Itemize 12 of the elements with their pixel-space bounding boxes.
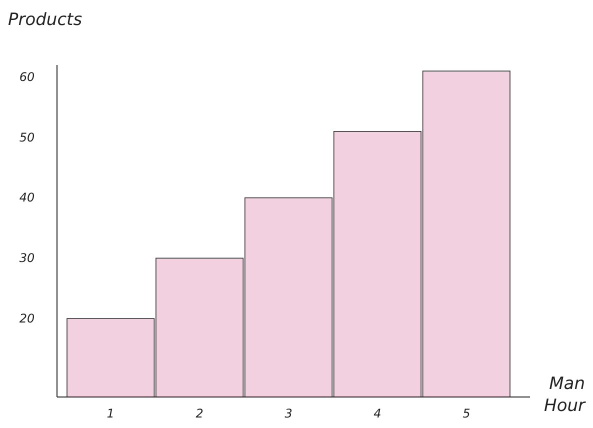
x-tick-label: 4 xyxy=(374,406,382,421)
y-tick-label: 60 xyxy=(19,70,35,84)
y-tick-label: 30 xyxy=(19,251,35,266)
x-tick-label: 3 xyxy=(284,406,292,421)
y-tick-label: 20 xyxy=(19,311,35,326)
x-tick-label: 1 xyxy=(106,406,114,421)
x-tick-label: 2 xyxy=(196,406,204,421)
y-tick-label: 50 xyxy=(19,130,35,144)
x-axis-title: Man Hour xyxy=(544,374,586,416)
y-tick-label: 40 xyxy=(19,190,35,205)
y-axis-title: Products xyxy=(8,10,82,30)
x-tick-label: 5 xyxy=(462,406,470,421)
